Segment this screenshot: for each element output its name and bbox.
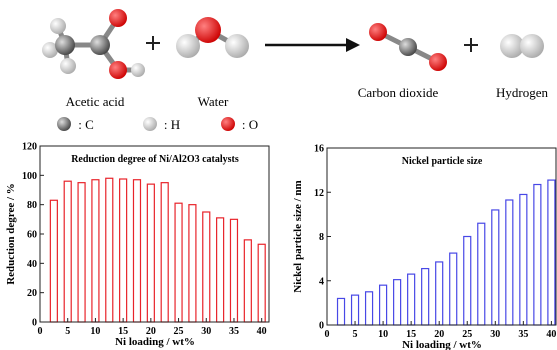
x-tick-label: 0	[325, 329, 330, 340]
x-tick-label: 0	[38, 326, 43, 337]
atom-legend: : C	[78, 117, 94, 132]
bar	[408, 274, 415, 325]
x-tick-label: 35	[229, 326, 239, 337]
y-tick-label: 0	[32, 318, 37, 329]
bar	[520, 194, 527, 325]
bar	[352, 295, 359, 325]
y-tick-label: 16	[314, 144, 324, 155]
bar	[338, 298, 345, 325]
y-axis-label: Reduction degree / %	[5, 183, 17, 285]
atom-legend: : H	[164, 117, 180, 132]
product-label: Carbon dioxide	[358, 85, 439, 100]
bar	[244, 240, 251, 322]
bar	[217, 218, 224, 322]
x-tick-label: 10	[90, 326, 100, 337]
bar	[478, 223, 485, 325]
chart-title: Reduction degree of Ni/Al2O3 catalysts	[71, 154, 239, 165]
bar	[464, 237, 471, 326]
x-axis-label: Ni loading / wt%	[402, 339, 482, 350]
bar	[506, 200, 513, 325]
y-tick-label: 8	[319, 232, 324, 243]
reactant-label: Water	[198, 94, 229, 109]
x-axis-label: Ni loading / wt%	[115, 336, 195, 348]
bar	[534, 185, 541, 325]
x-tick-label: 30	[201, 326, 211, 337]
bar	[106, 178, 113, 322]
y-tick-label: 0	[319, 321, 324, 332]
atom-legend: : O	[242, 117, 258, 132]
x-tick-label: 35	[518, 329, 528, 340]
x-tick-label: 40	[546, 329, 556, 340]
x-tick-label: 5	[65, 326, 70, 337]
y-tick-label: 80	[27, 200, 37, 211]
bar	[203, 212, 210, 322]
figure: Acetic acid Water Carbon dioxide Hydroge…	[0, 0, 557, 350]
chart-title: Nickel particle size	[402, 156, 483, 167]
bar	[230, 219, 237, 322]
y-tick-label: 60	[27, 230, 37, 241]
reactant-label: Acetic acid	[66, 94, 125, 109]
bar	[189, 205, 196, 322]
bar	[133, 180, 140, 322]
bar	[380, 285, 387, 325]
bar	[436, 262, 443, 325]
product-label: Hydrogen	[496, 85, 548, 100]
bar	[258, 244, 265, 322]
bar	[548, 180, 555, 325]
y-axis-label: Nickel particle size / nm	[292, 180, 304, 292]
bar	[161, 183, 168, 322]
y-tick-label: 12	[314, 188, 324, 199]
y-tick-label: 4	[319, 276, 324, 287]
scheme	[42, 9, 544, 131]
y-tick-label: 100	[22, 171, 37, 182]
x-tick-label: 30	[490, 329, 500, 340]
bar	[147, 184, 154, 322]
bar	[78, 183, 85, 322]
y-tick-label: 120	[22, 142, 37, 153]
x-tick-label: 40	[257, 326, 267, 337]
bar	[366, 292, 373, 325]
bar	[422, 269, 429, 325]
bar	[64, 181, 71, 322]
bar	[120, 179, 127, 322]
y-tick-label: 40	[27, 259, 37, 270]
x-tick-label: 10	[378, 329, 388, 340]
bar	[492, 210, 499, 325]
bar	[50, 200, 57, 322]
y-tick-label: 20	[27, 288, 37, 299]
x-tick-label: 5	[353, 329, 358, 340]
bar	[175, 203, 182, 322]
bar	[450, 253, 457, 325]
bar	[394, 280, 401, 325]
bar	[92, 180, 99, 322]
